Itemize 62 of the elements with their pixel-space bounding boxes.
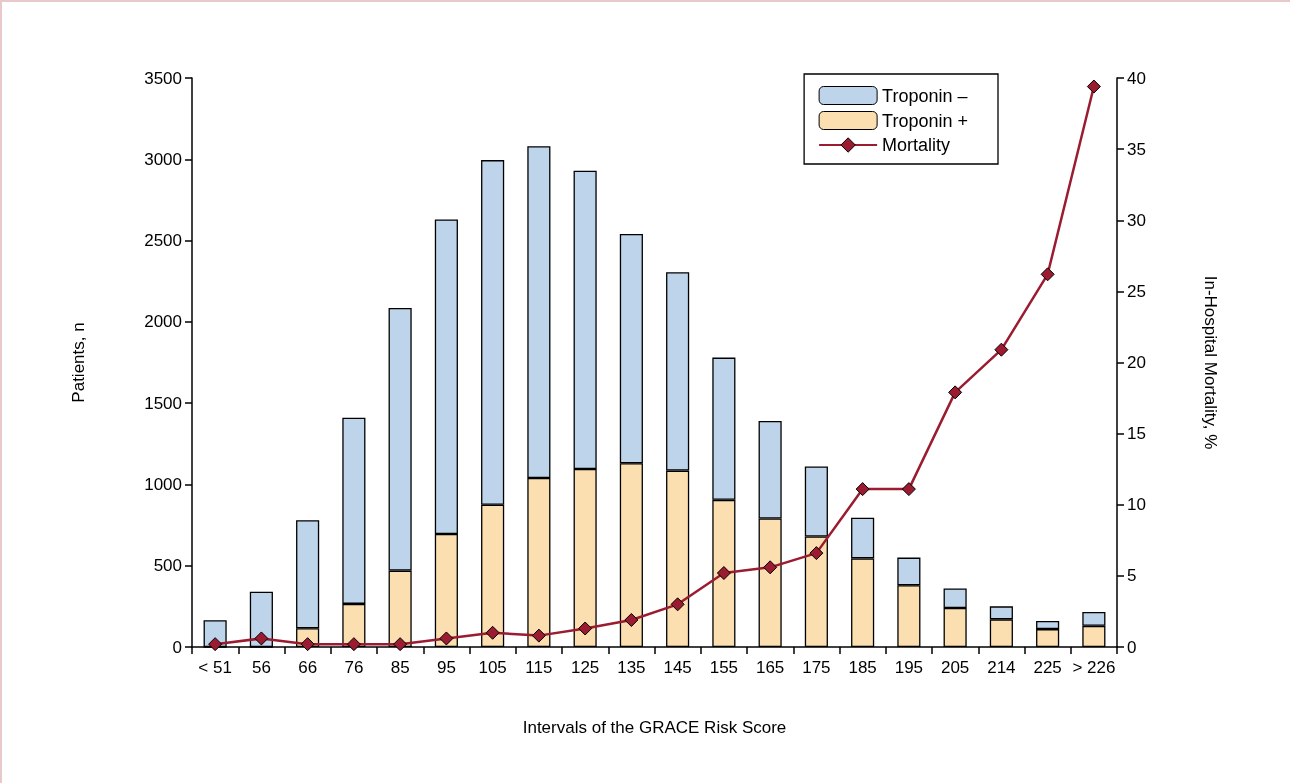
y-tick-label: 500 [153, 556, 182, 576]
y-tick-label: 0 [172, 637, 182, 657]
y-tick-label: 3500 [144, 68, 182, 88]
point [346, 637, 361, 652]
y-tick-label: 2500 [144, 231, 182, 251]
y2-tick-label: 25 [1127, 281, 1146, 301]
x-tick-label: 225 [1033, 658, 1062, 677]
point [254, 631, 269, 646]
x-tick-label: 214 [987, 658, 1016, 677]
point [208, 637, 223, 652]
y2-tick-label: 40 [1127, 68, 1146, 88]
point [948, 385, 963, 400]
legend-label: Mortality [882, 135, 951, 155]
y-tick-label: 1000 [144, 474, 182, 494]
point [901, 482, 916, 497]
point [763, 560, 778, 575]
point [809, 546, 824, 561]
point [624, 612, 639, 627]
x-tick-label: 195 [894, 658, 924, 677]
x-axis-title: Intervals of the GRACE Risk Score [522, 718, 787, 737]
point [855, 482, 870, 497]
legend-label: Troponin – [882, 85, 968, 106]
x-tick-label: < 51 [198, 658, 232, 677]
y2-tick-label: 10 [1127, 495, 1146, 515]
x-tick-label: 76 [344, 658, 364, 677]
x-tick-label: 105 [478, 658, 507, 677]
y-axis-title: Patients, n [69, 322, 88, 403]
x-tick-label: 125 [570, 658, 600, 677]
x-tick-label: 165 [755, 658, 785, 677]
y-tick-label: 3000 [144, 149, 182, 169]
y-tick-label: 1500 [144, 393, 182, 413]
point [994, 342, 1009, 357]
legend-label: Troponin + [882, 110, 968, 131]
x-tick-label: 56 [251, 658, 271, 677]
x-tick-label: 66 [298, 658, 318, 677]
y2-tick-label: 0 [1127, 637, 1137, 657]
y2-tick-label: 30 [1127, 210, 1146, 230]
point [439, 631, 454, 646]
x-tick-label: 135 [617, 658, 646, 677]
y2-tick-label: 35 [1127, 139, 1146, 159]
point [1040, 267, 1055, 282]
y2-axis-title: In-Hospital Mortality, % [1201, 275, 1220, 450]
x-tick-label: 175 [802, 658, 831, 677]
x-tick-label: 95 [436, 658, 456, 677]
point [670, 597, 685, 612]
y2-tick-label: 20 [1127, 353, 1146, 372]
y-tick-label: 2000 [144, 312, 182, 332]
point [393, 637, 408, 652]
x-tick-label: 85 [390, 658, 410, 677]
x-tick-label: 185 [848, 658, 877, 677]
y2-tick-label: 5 [1127, 566, 1137, 586]
x-tick-label: 205 [940, 658, 970, 677]
x-tick-label: 145 [663, 658, 692, 677]
point [485, 625, 500, 640]
x-tick-label: 155 [709, 658, 739, 677]
point [716, 566, 731, 581]
point [578, 621, 593, 636]
point [531, 628, 546, 643]
y2-tick-label: 15 [1127, 424, 1146, 444]
x-tick-label: > 226 [1072, 658, 1116, 677]
point [1086, 79, 1101, 94]
x-tick-label: 115 [525, 658, 553, 677]
